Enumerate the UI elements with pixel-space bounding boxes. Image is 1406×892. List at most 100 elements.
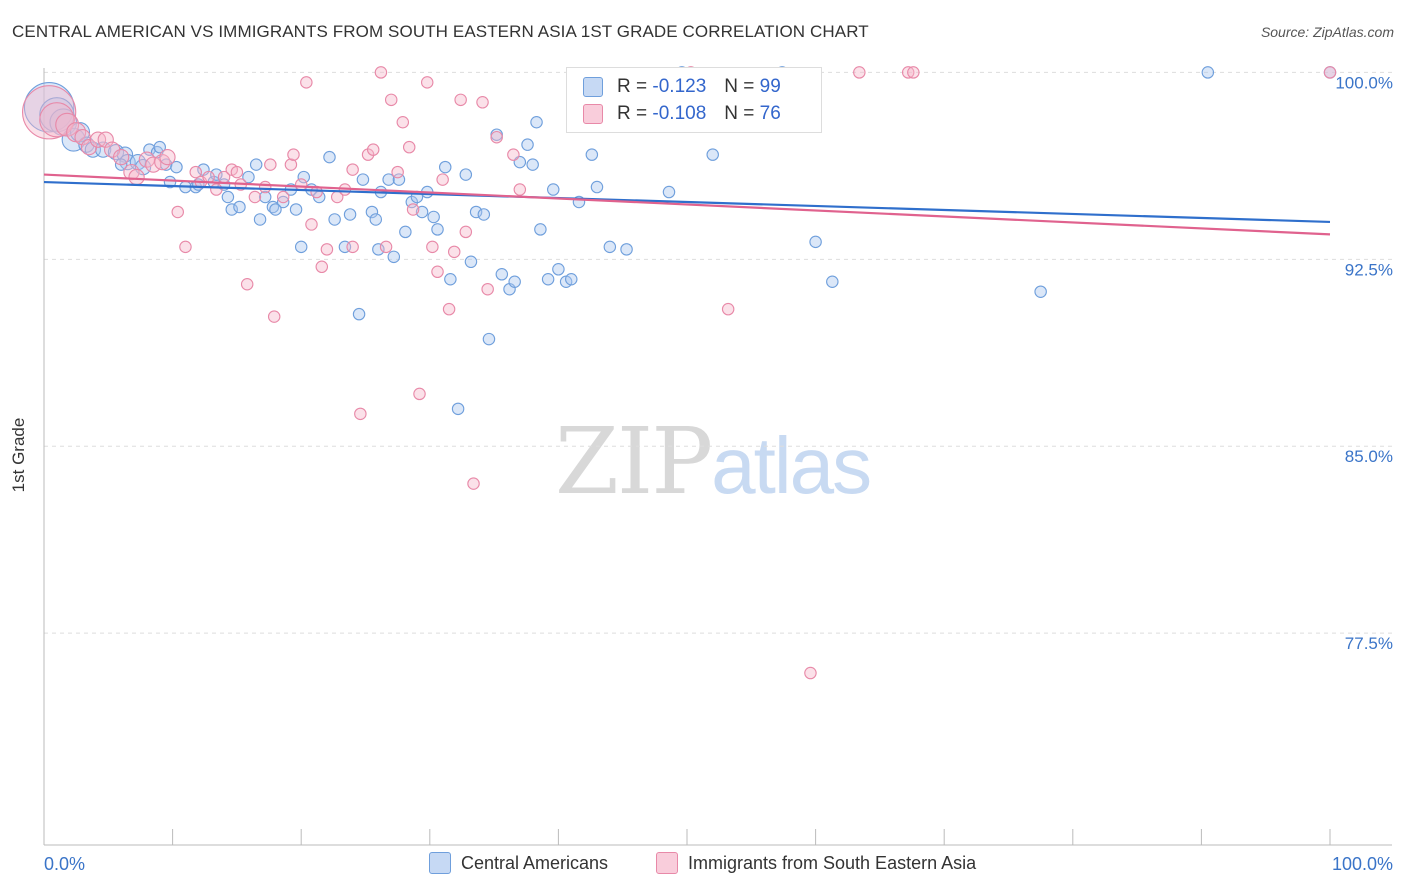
zipatlas-watermark: ZIPatlas xyxy=(555,408,872,515)
central-american-point xyxy=(451,402,465,416)
central-american-point xyxy=(23,82,75,133)
y-tick-label: 92.5% xyxy=(1345,260,1393,279)
legend-r-label: R = xyxy=(617,76,648,97)
se-asia-point xyxy=(248,190,262,204)
central-american-point xyxy=(547,183,560,196)
central-american-point xyxy=(521,138,534,151)
central-american-point xyxy=(620,243,633,256)
se-asia-point xyxy=(426,240,439,254)
central-american-point xyxy=(253,213,267,226)
y-tick-label: 77.5% xyxy=(1345,634,1393,653)
se-asia-point xyxy=(490,130,503,144)
se-asia-point xyxy=(97,131,114,148)
se-asia-point xyxy=(402,140,416,154)
central-american-trendline xyxy=(43,180,1331,224)
series-legend: Central Americans Immigrants from South … xyxy=(0,852,1406,878)
central-american-point xyxy=(221,190,235,204)
central-american-point xyxy=(369,213,383,226)
central-american-point xyxy=(530,115,543,129)
legend-item-se-asia[interactable]: Immigrants from South Eastern Asia xyxy=(656,852,976,874)
se-asia-point xyxy=(476,96,489,109)
se-asia-point xyxy=(396,115,410,129)
se-asia-point xyxy=(1323,66,1337,79)
se-asia-point xyxy=(384,93,398,107)
central-american-point xyxy=(469,205,483,219)
central-american-point xyxy=(427,210,440,224)
central-american-point xyxy=(269,203,282,216)
se-asia-point xyxy=(804,666,817,680)
se-asia-point xyxy=(454,93,467,107)
se-asia-trendline xyxy=(43,173,1331,236)
se-asia-point xyxy=(907,66,920,79)
se-asia-point xyxy=(354,407,367,421)
central-american-point xyxy=(826,275,839,288)
central-american-point xyxy=(210,168,223,181)
central-american-point xyxy=(526,158,539,171)
se-asia-point xyxy=(145,156,162,173)
central-american-point xyxy=(153,140,166,154)
central-american-point xyxy=(590,180,604,194)
source-credit: Source: ZipAtlas.com xyxy=(1260,24,1394,40)
legend-n-label: N = xyxy=(724,76,755,97)
central-american-point xyxy=(431,223,444,236)
central-american-point xyxy=(459,168,473,181)
central-american-point xyxy=(343,208,357,221)
legend-row-se-asia: R = -0.108 N = 76 xyxy=(583,101,781,127)
se-asia-point xyxy=(436,173,449,186)
central-american-point xyxy=(1034,285,1047,298)
central-american-point xyxy=(95,141,112,158)
central-american-point xyxy=(352,307,366,321)
se-asia-point xyxy=(210,183,223,196)
legend-item-label: Immigrants from South Eastern Asia xyxy=(688,852,977,873)
se-asia-point xyxy=(189,165,202,179)
central-american-point xyxy=(482,332,496,346)
se-asia-point xyxy=(431,265,444,279)
central-american-point xyxy=(534,223,547,236)
legend-item-label: Central Americans xyxy=(461,852,609,873)
se-asia-point xyxy=(374,66,388,79)
central-american-point xyxy=(399,225,412,239)
se-asia-point xyxy=(391,165,404,179)
watermark-zip: ZIP xyxy=(555,408,713,515)
central-american-point xyxy=(495,268,509,281)
se-asia-point xyxy=(240,277,254,291)
central-american-point xyxy=(585,148,599,161)
se-asia-point xyxy=(413,387,426,401)
central-american-point xyxy=(444,273,457,286)
x-tick-label-max: 100.0% xyxy=(1332,854,1393,874)
central-american-point xyxy=(1201,66,1215,79)
legend-item-central-americans[interactable]: Central Americans xyxy=(429,852,608,874)
se-asia-point xyxy=(179,240,192,254)
watermark-atlas: atlas xyxy=(711,421,872,510)
legend-swatch-blue xyxy=(583,77,603,97)
central-american-point xyxy=(387,250,401,264)
central-american-point xyxy=(662,185,676,199)
central-american-point xyxy=(294,240,308,254)
se-asia-point xyxy=(507,148,520,161)
central-american-point xyxy=(328,213,341,226)
central-american-point xyxy=(541,273,555,286)
se-asia-point xyxy=(264,158,277,171)
se-asia-point xyxy=(300,76,313,89)
central-american-point xyxy=(464,255,478,269)
se-asia-point xyxy=(128,168,145,186)
central-american-point xyxy=(809,235,822,249)
legend-swatch-pink xyxy=(656,852,678,874)
central-american-point xyxy=(225,203,239,216)
central-american-point xyxy=(170,160,183,174)
central-american-point xyxy=(603,240,617,254)
correlation-legend: R = -0.123 N = 99 R = -0.108 N = 76 xyxy=(566,67,822,133)
central-american-point xyxy=(242,170,255,184)
central-american-point xyxy=(323,150,336,164)
se-asia-point xyxy=(113,148,130,166)
central-american-point xyxy=(372,243,385,256)
se-asia-point xyxy=(346,163,359,176)
y-tick-label: 100.0% xyxy=(1335,73,1393,92)
se-asia-point xyxy=(459,225,473,239)
central-american-point xyxy=(289,203,303,216)
central-american-point xyxy=(258,190,272,204)
central-american-point xyxy=(365,205,379,219)
se-asia-point xyxy=(171,205,184,219)
se-asia-point xyxy=(721,302,735,316)
